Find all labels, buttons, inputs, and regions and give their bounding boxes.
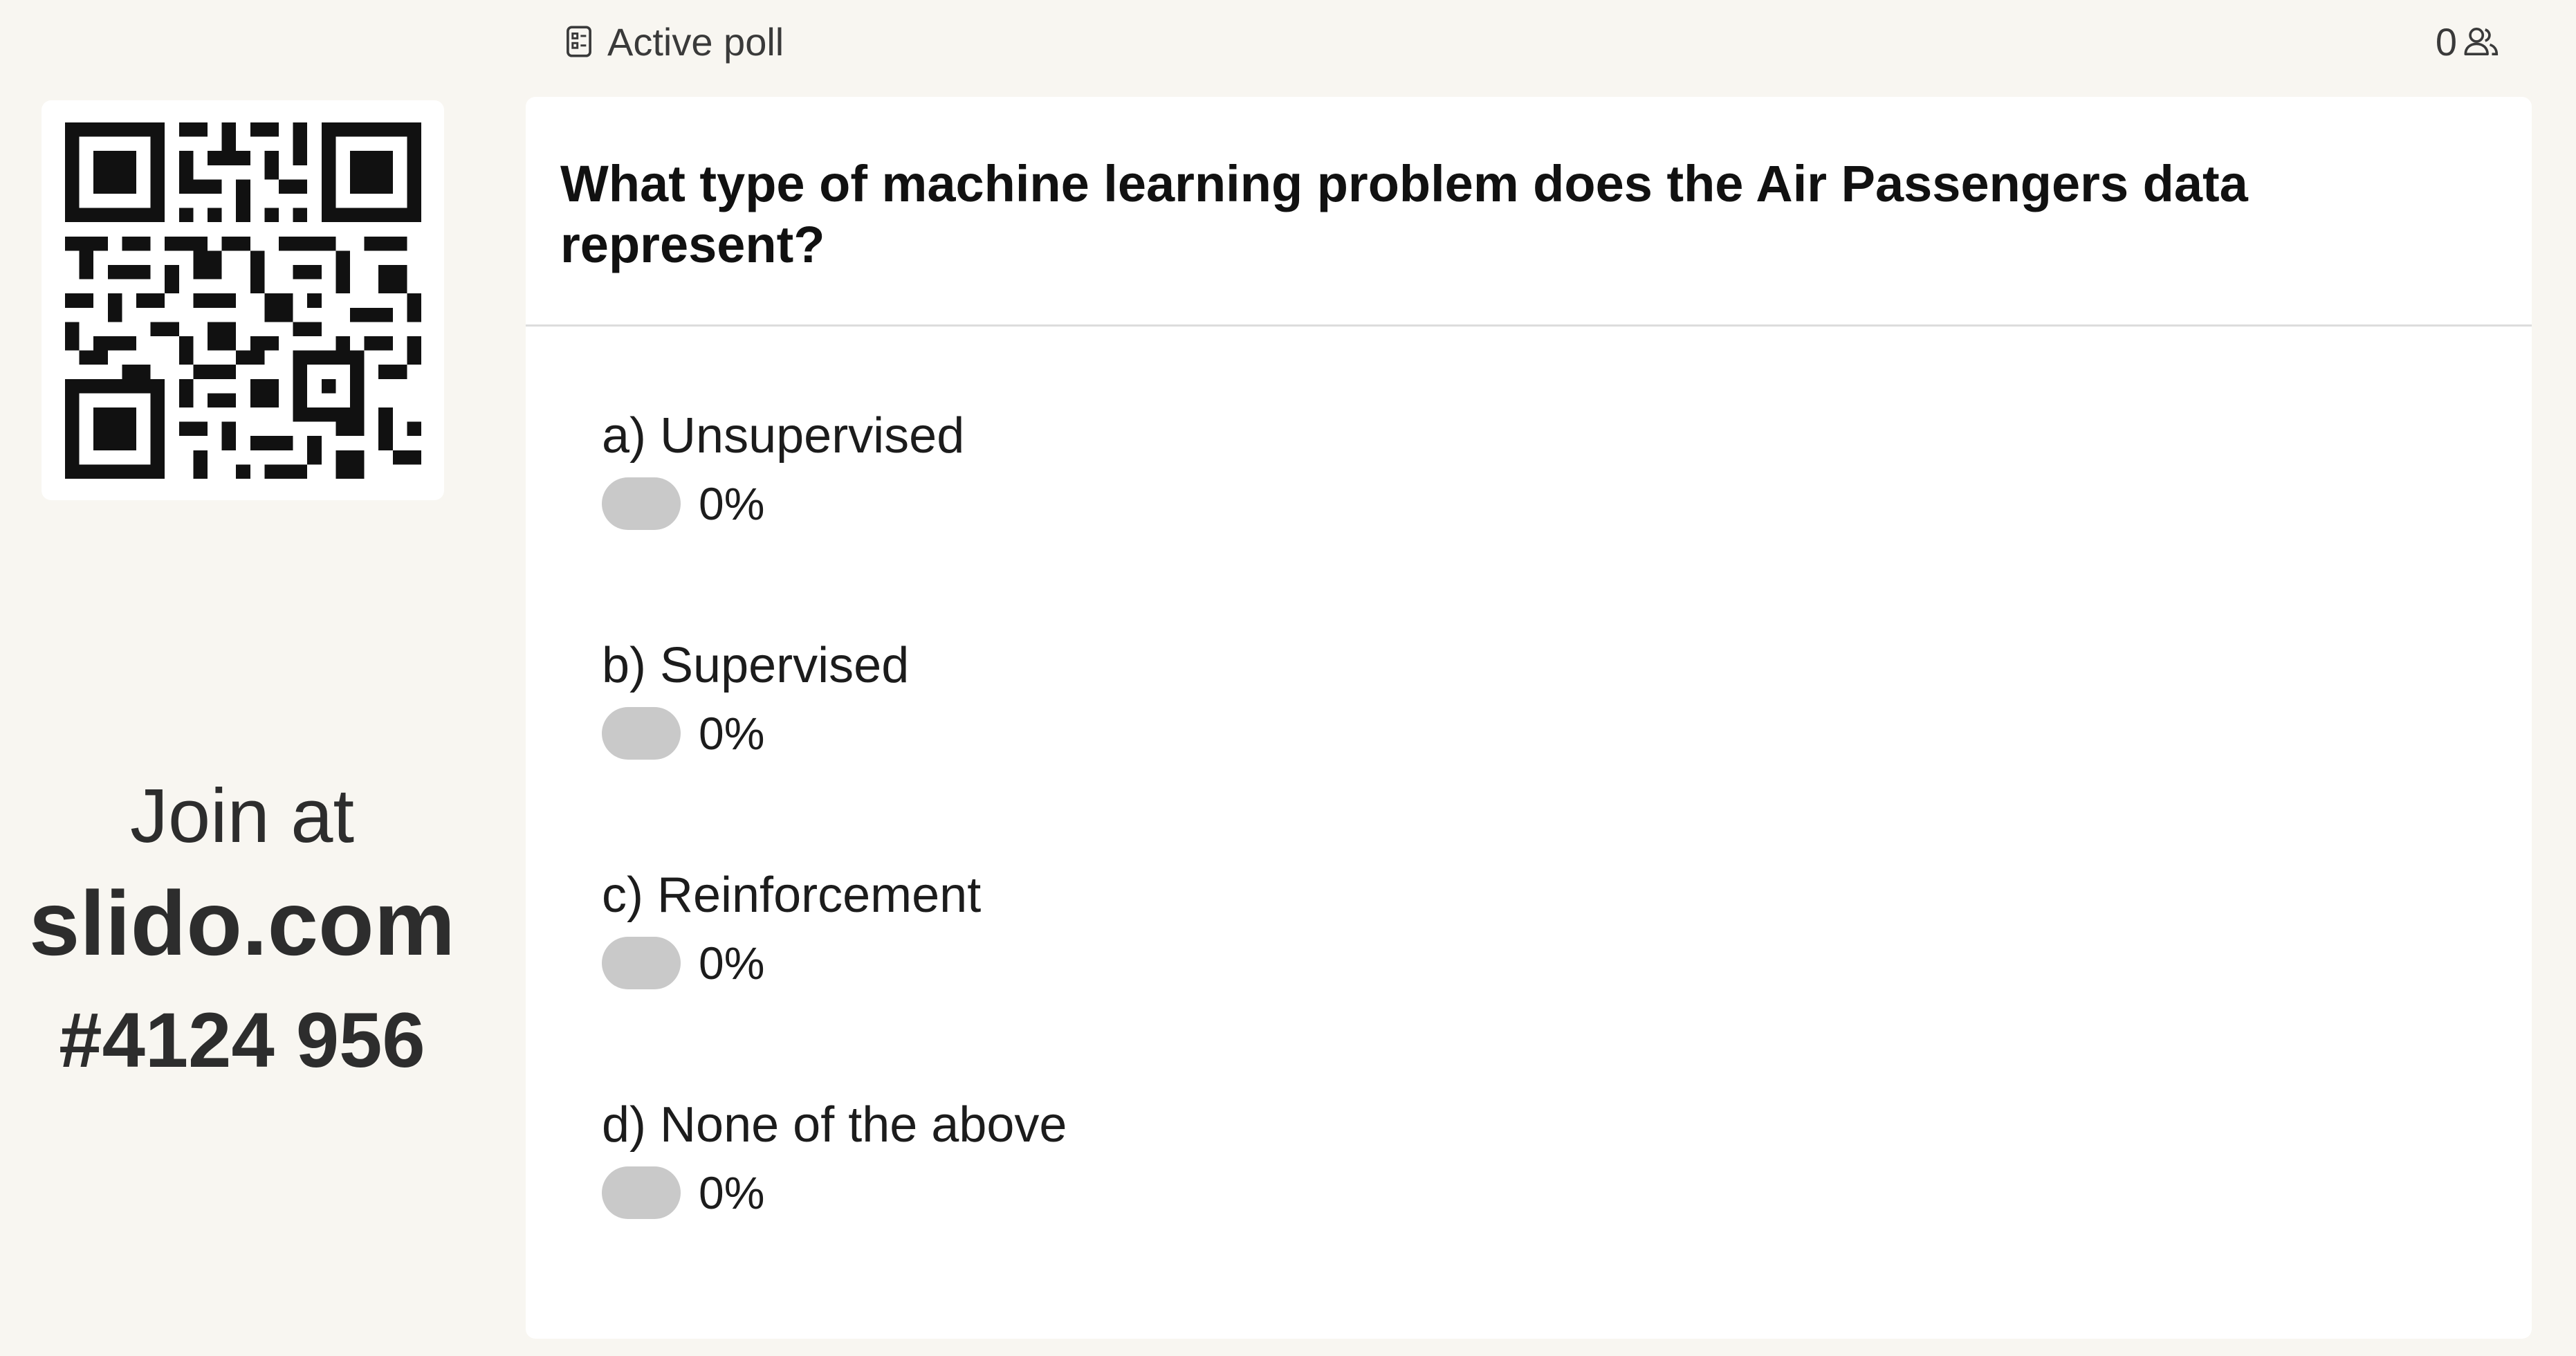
- participant-count: 0: [2435, 19, 2457, 64]
- result-bar: [602, 937, 681, 989]
- option-label: b) Supervised: [602, 638, 910, 693]
- result-bar: [602, 1166, 681, 1219]
- option-percent: 0%: [699, 478, 765, 529]
- join-sidebar: Join at slido.com #4124 956: [0, 0, 512, 1356]
- poll-option: b) Supervised 0%: [602, 631, 2469, 861]
- people-icon: [2464, 28, 2499, 55]
- poll-options: a) Unsupervised 0% b) Supervised 0%: [602, 401, 2469, 1320]
- option-percent: 0%: [699, 937, 765, 989]
- option-percent: 0%: [699, 708, 765, 759]
- join-site: slido.com: [28, 872, 456, 974]
- page-title: Active poll: [607, 19, 784, 64]
- poll-status-header: Active poll: [566, 17, 784, 66]
- join-instructions: Join at slido.com #4124 956: [0, 768, 484, 1096]
- poll-option: c) Reinforcement 0%: [602, 861, 2469, 1090]
- qr-code-card: [42, 100, 444, 500]
- poll-icon: [567, 26, 591, 57]
- option-label: a) Unsupervised: [602, 408, 965, 464]
- participants-indicator: 0: [2436, 17, 2499, 66]
- option-label: c) Reinforcement: [602, 868, 982, 923]
- result-bar: [602, 477, 681, 530]
- poll-option: d) None of the above 0%: [602, 1090, 2469, 1320]
- result-bar: [602, 707, 681, 760]
- option-percent: 0%: [699, 1167, 765, 1218]
- join-label: Join at: [129, 773, 355, 859]
- qr-code-icon: [64, 122, 421, 479]
- poll-card: What type of machine learning problem do…: [526, 97, 2532, 1339]
- divider: [526, 324, 2532, 327]
- poll-question: What type of machine learning problem do…: [560, 155, 2248, 273]
- event-code: #4124 956: [59, 997, 425, 1083]
- option-label: d) None of the above: [602, 1097, 1067, 1153]
- poll-option: a) Unsupervised 0%: [602, 401, 2469, 631]
